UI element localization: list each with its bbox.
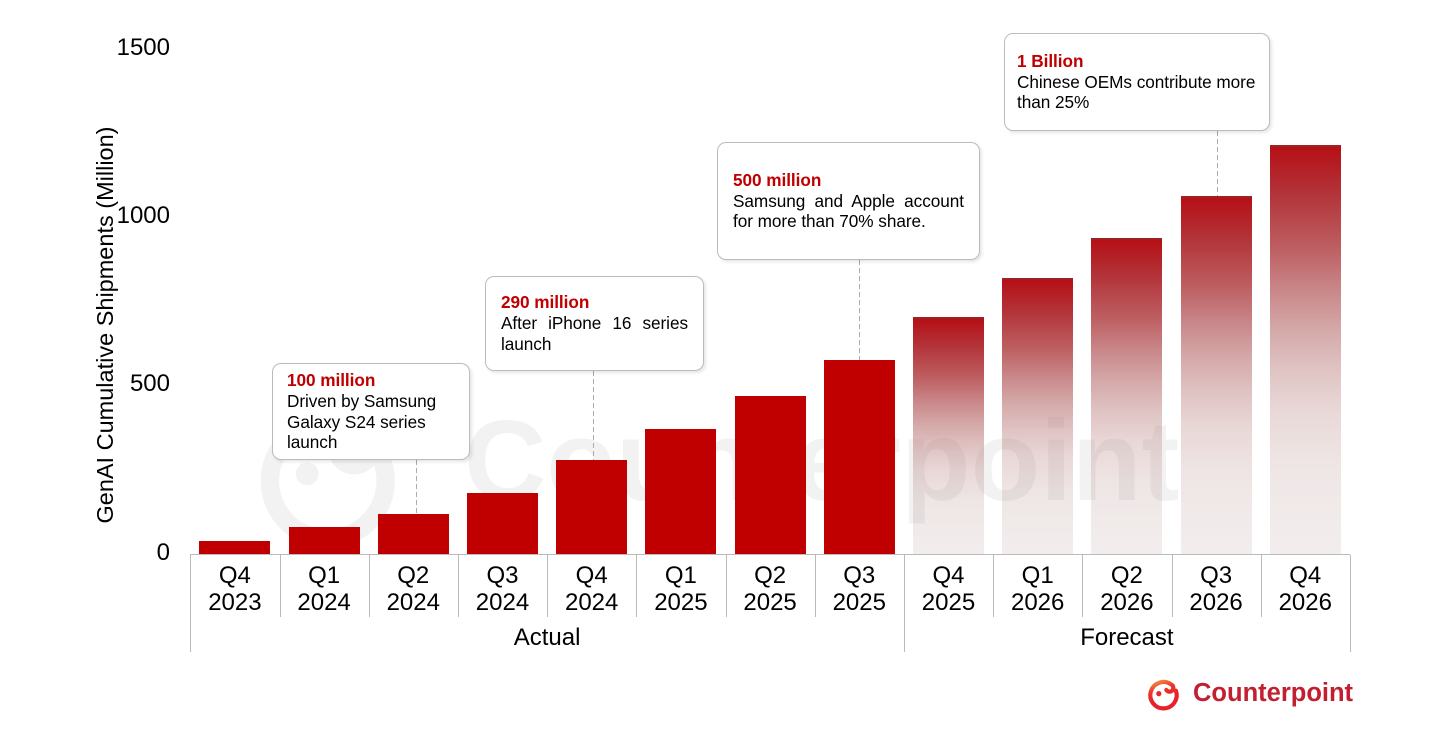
x-category-label: Q4 2024 (564, 562, 619, 616)
group-separator-line (1349, 555, 1351, 652)
bar-q2-2024 (377, 513, 449, 554)
callout-connector-line (416, 460, 417, 514)
logo-text: Counterpoint (1193, 679, 1354, 707)
category-separator-line (547, 555, 549, 617)
callout-text: Chinese OEMs contribute more than 25% (1017, 71, 1256, 113)
callout-500-million: 500 million Samsung and Apple account for… (717, 142, 980, 260)
x-category-label: Q2 2025 (743, 562, 797, 616)
bar-q4-2024 (556, 460, 628, 554)
group-separator-line (190, 555, 192, 652)
callout-value: 500 million (733, 169, 822, 190)
category-separator-line (814, 555, 816, 617)
bar-q2-2026 (1091, 237, 1163, 554)
x-axis-line (190, 554, 1350, 555)
callout-text: Driven by Samsung Galaxy S24 series laun… (287, 390, 437, 453)
y-tick-label: 1000 (116, 201, 170, 229)
callout-connector-line (859, 260, 860, 361)
callout-connector-line (1217, 131, 1218, 197)
x-category-label: Q1 2025 (654, 562, 708, 616)
category-separator-line (636, 555, 638, 617)
x-category-label: Q3 2026 (1189, 562, 1243, 616)
callout-290-million: 290 million After iPhone 16 series launch (485, 276, 704, 371)
axis-group-label-actual: Actual (513, 624, 581, 651)
counterpoint-logo: Counterpoint (1146, 676, 1353, 714)
bar-q1-2026 (1002, 277, 1074, 554)
x-category-label: Q4 2026 (1278, 562, 1332, 616)
y-tick-label: 500 (129, 370, 170, 398)
category-separator-line (1260, 555, 1262, 617)
x-category-label: Q1 2024 (297, 562, 351, 616)
x-category-label: Q4 2025 (921, 562, 976, 616)
y-tick-label: 0 (156, 538, 170, 566)
bar-q1-2024 (288, 527, 360, 554)
callout-100-million: 100 million Driven by Samsung Galaxy S24 … (272, 363, 470, 460)
x-category-label: Q3 2024 (475, 562, 530, 616)
category-separator-line (725, 555, 727, 617)
callout-value: 1 Billion (1017, 50, 1084, 71)
category-separator-line (1171, 555, 1173, 617)
category-separator-line (457, 555, 459, 617)
x-category-label: Q2 2026 (1100, 562, 1154, 616)
x-category-label: Q2 2024 (386, 562, 440, 616)
callout-value: 100 million (287, 369, 376, 390)
bar-q2-2025 (734, 396, 806, 554)
callout-text: Samsung and Apple account for more than … (733, 190, 964, 232)
category-separator-line (993, 555, 995, 617)
bar-q4-2025 (913, 316, 984, 554)
callout-connector-line (593, 371, 594, 461)
callout-text: After iPhone 16 series launch (501, 313, 688, 354)
group-separator-line (903, 555, 905, 652)
callout-value: 290 million (501, 292, 590, 313)
category-separator-line (1082, 555, 1084, 617)
x-category-label: Q1 2026 (1010, 562, 1065, 616)
bar-q3-2025 (823, 360, 895, 554)
bar-q1-2025 (645, 428, 717, 554)
counterpoint-logo-icon (1148, 679, 1179, 711)
bar-q3-2026 (1180, 196, 1252, 554)
callout-1-billion: 1 Billion Chinese OEMs contribute more th… (1004, 33, 1270, 131)
x-category-label: Q4 2023 (208, 562, 262, 616)
y-axis-title: GenAI Cumulative Shipments (Million) (92, 126, 118, 524)
bar-q4-2026 (1269, 144, 1341, 554)
axis-group-label-forecast: Forecast (1080, 624, 1174, 651)
bar-q4-2023 (199, 540, 271, 554)
category-separator-line (368, 555, 370, 617)
category-separator-line (279, 555, 281, 617)
bar-q3-2024 (467, 493, 538, 554)
y-tick-label: 1500 (116, 33, 170, 61)
x-category-label: Q3 2025 (832, 562, 886, 616)
